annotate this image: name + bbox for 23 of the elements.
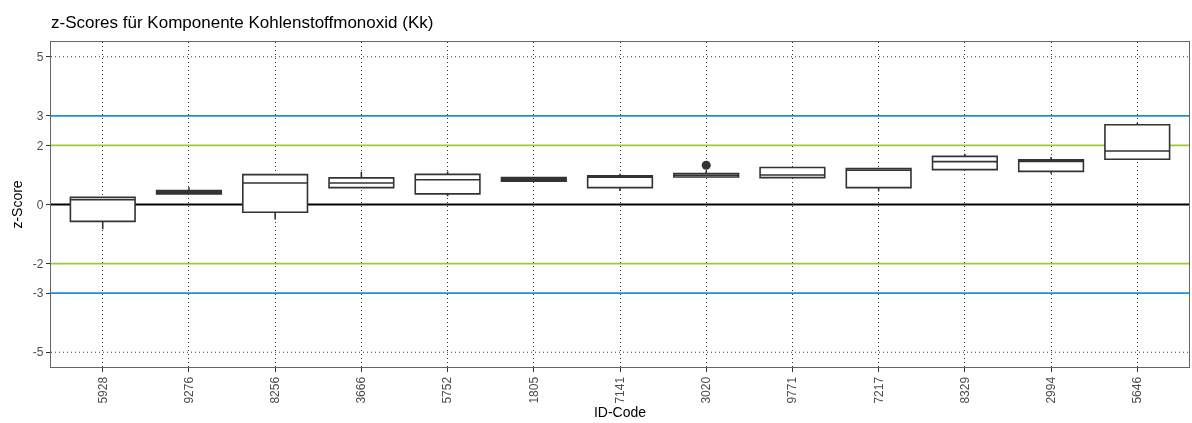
x-tick-label: 9276 <box>181 376 196 404</box>
y-axis-title: z-Score <box>9 180 26 229</box>
x-tick-label: 8256 <box>268 376 283 404</box>
chart-title: z-Scores für Komponente Kohlenstoffmonoxid (Kk) <box>51 12 434 32</box>
x-tick-label: 2994 <box>1043 376 1058 404</box>
x-axis-title: ID-Code <box>593 403 647 420</box>
x-tick-label: 3020 <box>699 376 714 404</box>
y-tick-label: 5 <box>36 49 44 64</box>
y-tick-label: -3 <box>32 286 44 301</box>
x-tick-label: 5752 <box>440 376 455 404</box>
y-tick-label: -2 <box>32 256 44 271</box>
y-tick-label: 3 <box>36 109 44 124</box>
x-tick-label: 5646 <box>1130 376 1145 404</box>
x-tick-label: 3666 <box>354 376 369 404</box>
x-tick-label: 5928 <box>95 376 110 404</box>
y-tick-label: 0 <box>36 197 44 212</box>
x-tick-label: 8329 <box>957 376 972 404</box>
x-tick-label: 9771 <box>785 376 800 404</box>
y-tick-label: -5 <box>32 345 44 360</box>
x-tick-label: 7217 <box>871 376 886 404</box>
y-tick-label: 2 <box>36 138 44 153</box>
x-tick-label: 1805 <box>526 376 541 404</box>
x-tick-label: 7141 <box>612 376 627 404</box>
